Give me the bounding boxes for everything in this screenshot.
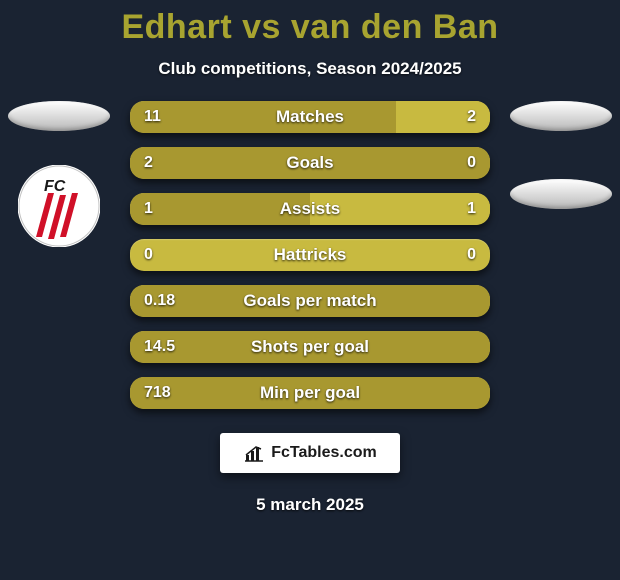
bar-fill-left <box>130 147 490 179</box>
footer-date: 5 march 2025 <box>0 495 620 515</box>
club-logo-left-icon: FC <box>18 165 100 247</box>
bar-fill-right <box>396 101 490 133</box>
brand-chart-icon <box>243 443 265 463</box>
stat-bar-row: 718Min per goal <box>130 377 490 409</box>
bar-fill-left <box>130 101 396 133</box>
comparison-area: FC 112Matches 20Goals 11Assists 0 0Hattricks… <box>0 101 620 409</box>
bar-fill-left <box>130 285 490 317</box>
bar-fill-left <box>130 193 310 225</box>
brand-badge: FcTables.com <box>220 433 400 473</box>
stat-bar-row: 14.5Shots per goal <box>130 331 490 363</box>
stat-bar-row: 0 0Hattricks <box>130 239 490 271</box>
player-right-column <box>506 101 616 209</box>
player-left-column: FC <box>4 101 114 247</box>
stat-bar-row: 112Matches <box>130 101 490 133</box>
stat-bar-row: 20Goals <box>130 147 490 179</box>
page-title: Edhart vs van den Ban <box>0 0 620 47</box>
brand-text: FcTables.com <box>271 444 377 462</box>
bar-fill-left <box>130 331 490 363</box>
bar-value-right: 0 <box>467 239 476 271</box>
player-right-placeholder-icon <box>510 101 612 131</box>
page-subtitle: Club competitions, Season 2024/2025 <box>0 59 620 79</box>
bar-value-left: 0 <box>144 239 153 271</box>
stat-bar-row: 11Assists <box>130 193 490 225</box>
stat-bars: 112Matches 20Goals 11Assists 0 0Hattricks 0.1… <box>130 101 490 409</box>
player-left-placeholder-icon <box>8 101 110 131</box>
bar-label: Hattricks <box>130 239 490 271</box>
svg-text:FC: FC <box>44 178 66 195</box>
bar-fill-left <box>130 377 490 409</box>
bar-fill-right <box>310 193 490 225</box>
stat-bar-row: 0.18Goals per match <box>130 285 490 317</box>
club-right-placeholder-icon <box>510 179 612 209</box>
